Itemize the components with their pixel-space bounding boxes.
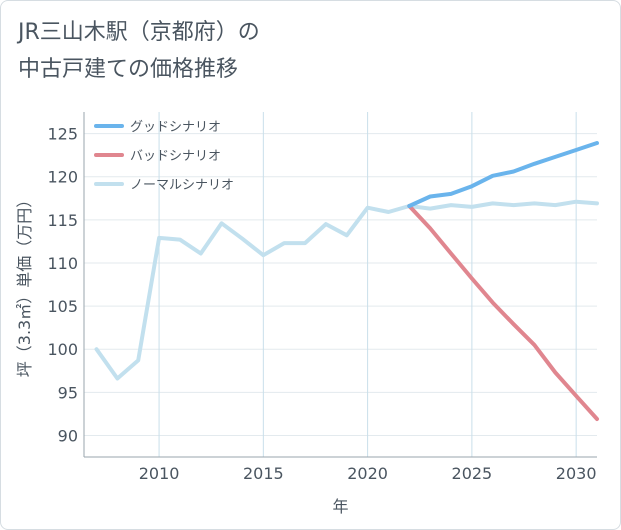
plot-area [84,112,597,457]
y-tick-label: 105 [47,297,78,316]
chart-title: JR三山木駅（京都府）の 中古戸建ての価格推移 [18,14,260,88]
x-tick-label: 2025 [452,464,493,483]
grid-lines [84,112,597,457]
series-lines [94,141,599,421]
y-tick-label: 120 [47,168,78,187]
x-axis-title: 年 [332,497,348,516]
x-tick-label: 2030 [556,464,597,483]
series-line-2 [94,199,599,381]
y-tick-label: 115 [47,211,78,230]
y-tick-label: 95 [58,383,78,402]
axes: 90 95 100 105 110 115 120 125 2010 2015 2020 2025 20… [47,112,597,483]
legend-label-2: ノーマルシナリオ [130,178,234,193]
series-line-1 [407,204,599,421]
chart-title-line-1: JR三山木駅（京都府）の [18,20,260,45]
x-tick-label: 2020 [347,464,388,483]
legend-label-0: グッドシナリオ [130,120,221,135]
legend-label-1: バッドシナリオ [130,149,221,164]
axis-labels: 年 坪（3.3㎡）単価（万円） [15,192,349,516]
series-line-0 [407,141,599,208]
y-axis-title: 坪（3.3㎡）単価（万円） [15,192,34,377]
y-tick-label: 90 [58,426,78,445]
x-tick-label: 2010 [139,464,180,483]
y-tick-label: 125 [47,125,78,144]
chart-title-line-2: 中古戸建ての価格推移 [18,57,239,82]
y-tick-label: 110 [47,254,78,273]
y-tick-label: 100 [47,340,78,359]
x-tick-label: 2015 [243,464,284,483]
